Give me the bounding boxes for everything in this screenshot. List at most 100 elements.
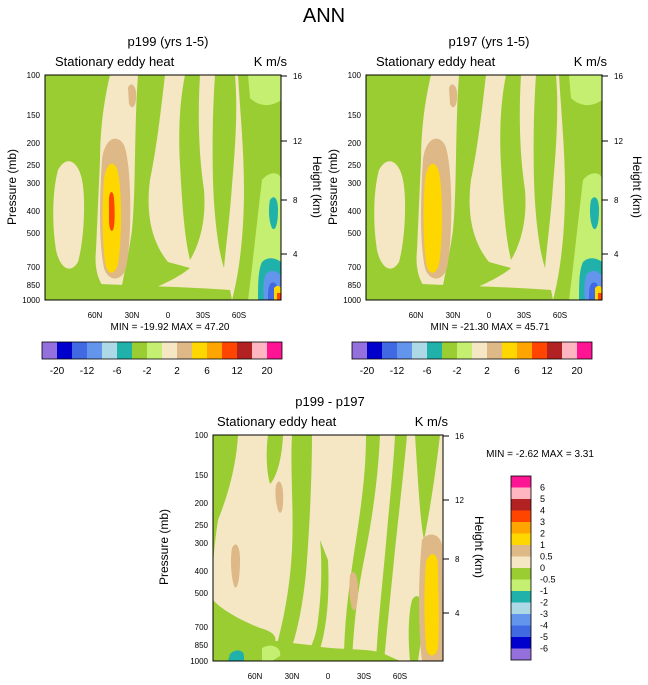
- y-tick-label: 1000: [22, 296, 40, 305]
- y-tick-label: 700: [348, 263, 362, 272]
- contour-fill-n2: [533, 75, 558, 268]
- contour-fill-p0-5: [349, 572, 358, 611]
- colorbar-swatch: [457, 342, 472, 359]
- min-max-stats: MIN = -2.62 MAX = 3.31: [486, 449, 594, 460]
- colorbar-swatch: [117, 342, 132, 359]
- colorbar-swatch: [577, 342, 592, 359]
- y-tick-label: 700: [27, 263, 41, 272]
- colorbar: -20 -12 -6 -2 2 6 12 20: [351, 341, 593, 377]
- colorbar-swatch: [412, 342, 427, 359]
- contour-fill-n4: [268, 197, 278, 230]
- contour-fill-p2: [128, 84, 137, 108]
- y-ticks: 100 150 200 250 300 400 500 700 850 1000: [343, 71, 361, 305]
- y2-axis-label: Height (km): [472, 516, 486, 578]
- contour-fill-n0-5: [300, 540, 329, 661]
- page-title: ANN: [302, 5, 346, 27]
- colorbar-swatch: [511, 614, 531, 626]
- y-tick-label: 850: [348, 281, 362, 290]
- colorbar-swatch: [72, 342, 87, 359]
- y2-ticks: 16 12 8 4: [614, 72, 623, 259]
- y2-tick-label: 4: [293, 250, 298, 259]
- y-tick-label: 200: [195, 499, 209, 508]
- x-tick-label: 60N: [88, 311, 103, 320]
- y-tick-label: 250: [27, 161, 41, 170]
- panel-units: K m/s: [254, 54, 288, 69]
- y2-tick-label: 16: [455, 432, 464, 441]
- y-tick-label: 100: [348, 71, 362, 80]
- colorbar-label: -6: [423, 366, 432, 377]
- y2-tick-label: 8: [614, 196, 619, 205]
- panel-subtitle: Stationary eddy heat: [55, 54, 175, 69]
- y-tick-label: 200: [27, 139, 41, 148]
- x-tick-label: 60N: [248, 672, 263, 681]
- x-ticks: 60N 30N 0 30S 60S: [88, 311, 246, 320]
- contour-fill-p9: [598, 293, 602, 300]
- colorbar-label: -0.5: [540, 575, 556, 585]
- colorbar-swatch: [532, 342, 547, 359]
- colorbar-label: -1: [540, 586, 548, 596]
- contour-fill-background: [213, 435, 443, 661]
- colorbar-swatch: [192, 342, 207, 359]
- colorbar-label: -20: [360, 366, 375, 377]
- contour-fill-p2: [449, 84, 458, 108]
- colorbar-label: -6: [113, 366, 122, 377]
- y2-ticks: 16 12 8 4: [455, 432, 464, 618]
- y2-tick-label: 4: [614, 250, 619, 259]
- colorbar-label: 1: [540, 540, 545, 550]
- contour-fill-n0-5: [376, 435, 407, 661]
- x-ticks: 60N 30N 0 30S 60S: [248, 672, 407, 681]
- panel-units: K m/s: [415, 414, 449, 429]
- y2-tick-label: 8: [455, 555, 460, 564]
- contour-panel-p197: p197 (yrs 1-5) Stationary eddy heat K m/…: [326, 34, 644, 377]
- colorbar-swatch: [147, 342, 162, 359]
- contour-fill-p0-5: [275, 481, 284, 513]
- y-tick-label: 250: [348, 161, 362, 170]
- contour-fill-n2: [120, 75, 190, 300]
- colorbar-swatch: [511, 637, 531, 649]
- colorbar-label: -2: [143, 366, 152, 377]
- panel-title: p199 - p197: [295, 394, 364, 409]
- y2-tick-label: 16: [293, 72, 302, 81]
- y2-ticks: 16 12 8 4: [293, 72, 302, 259]
- y-tick-label: 200: [348, 139, 362, 148]
- colorbar-label: -4: [540, 621, 548, 631]
- colorbar-swatch: [511, 510, 531, 522]
- y2-tick-label: 4: [455, 609, 460, 618]
- y2-tick-label: 12: [455, 496, 464, 505]
- x-ticks: 60N 30N 0 30S 60S: [409, 311, 567, 320]
- colorbar-swatch: [42, 342, 57, 359]
- colorbar-swatch: [487, 342, 502, 359]
- contour-field: [45, 75, 281, 300]
- colorbar-label: -3: [540, 609, 548, 619]
- colorbar-swatch: [57, 342, 72, 359]
- y2-axis-label: Height (km): [630, 156, 644, 218]
- contour-fill-n1: [248, 75, 281, 106]
- contour-fill-n2: [228, 650, 244, 661]
- y2-tick-marks: [281, 75, 287, 255]
- y-tick-label: 1000: [190, 657, 208, 666]
- y-tick-label: 500: [348, 229, 362, 238]
- contour-fill-n2: [212, 75, 237, 268]
- colorbar-swatch: [511, 568, 531, 580]
- y2-tick-label: 12: [293, 137, 302, 146]
- plot-frame: [212, 434, 444, 662]
- contour-fill-n2: [53, 161, 85, 269]
- y-tick-label: 700: [195, 623, 209, 632]
- y-tick-label: 300: [27, 179, 41, 188]
- colorbar-label: 0: [540, 563, 545, 573]
- contour-fill-n2: [500, 75, 526, 260]
- colorbar-label: -2: [453, 366, 462, 377]
- colorbar-vertical: 6 5 4 3 2 1 0.5 0 -0.5 -1 -2 -3 -4 -5 -6: [510, 475, 556, 661]
- contour-fill-n0-5: [272, 435, 312, 661]
- x-tick-label: 60S: [393, 672, 407, 681]
- colorbar-swatch: [511, 545, 531, 557]
- contour-fill-n2: [441, 75, 511, 300]
- x-tick-label: 0: [326, 672, 331, 681]
- y2-tick-label: 8: [293, 196, 298, 205]
- colorbar-label: 6: [204, 366, 210, 377]
- contour-fill-n2: [179, 75, 205, 260]
- colorbar-swatch: [267, 342, 282, 359]
- colorbar: -20 -12 -6 -2 2 6 12 20: [41, 341, 283, 377]
- colorbar-label: 20: [571, 366, 583, 377]
- colorbar-label: -12: [80, 366, 95, 377]
